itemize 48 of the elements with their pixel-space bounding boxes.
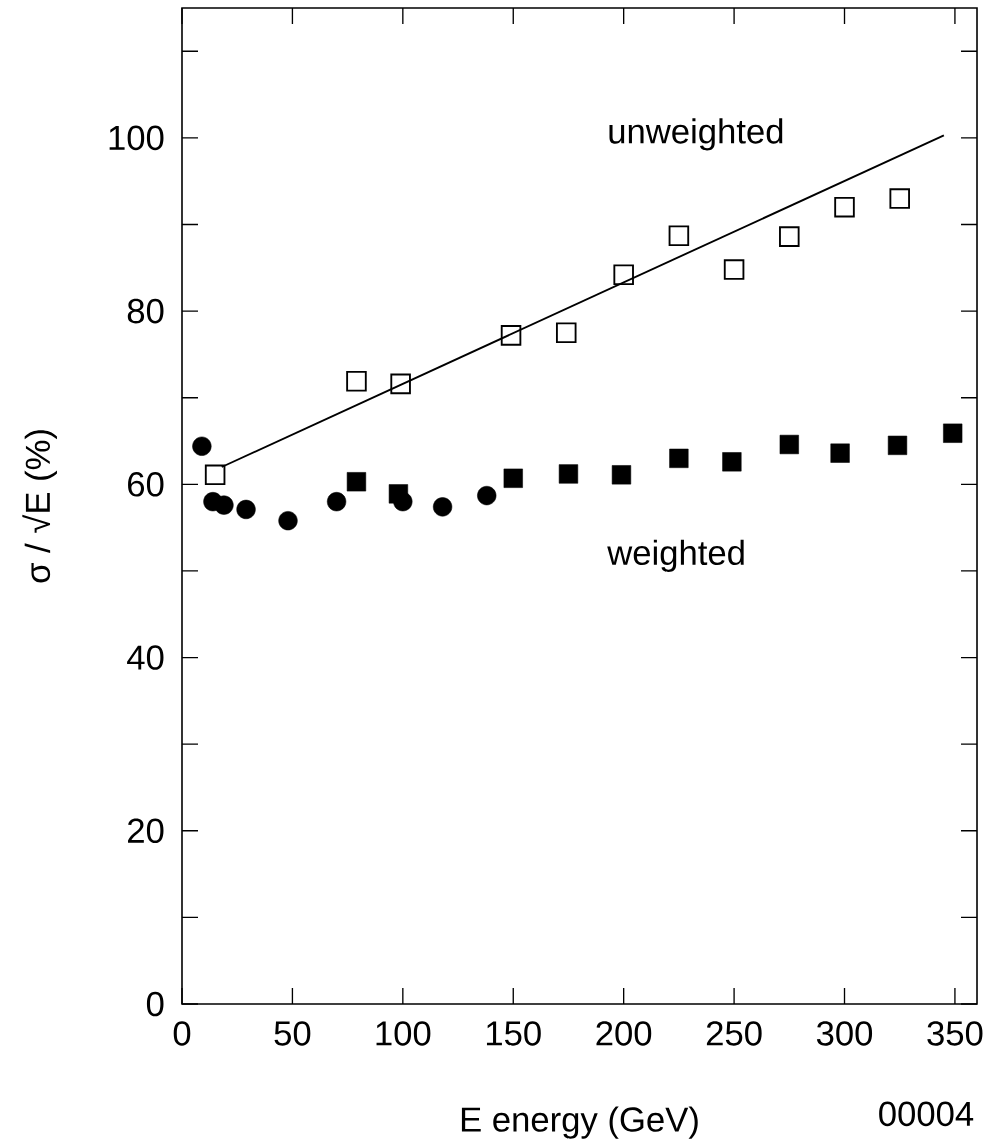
- point: [503, 468, 523, 488]
- x-axis-title: E energy (GeV): [461, 1106, 698, 1139]
- point: [500, 325, 522, 346]
- text: 00004: [879, 1101, 974, 1127]
- x-tick-label: 50: [274, 1021, 311, 1046]
- y-tick-label: 20: [128, 818, 164, 844]
- x-tick-label: 0: [173, 1021, 191, 1046]
- y-tick-label: 60: [128, 472, 164, 497]
- point: [214, 495, 234, 515]
- x-tick-label: 200: [596, 1021, 652, 1046]
- y-tick-label: 100: [109, 125, 164, 151]
- point: [236, 499, 256, 520]
- point: [613, 264, 634, 286]
- point: [477, 485, 497, 506]
- y-tick-label: 0: [146, 991, 164, 1017]
- y-axis-title: σ / √E (%): [22, 430, 57, 583]
- point: [943, 423, 963, 443]
- point: [192, 436, 212, 456]
- series-label: weighted: [607, 539, 744, 572]
- y-tick-label: 40: [127, 645, 164, 670]
- text: unweighted: [609, 118, 783, 151]
- point: [204, 464, 226, 486]
- point: [346, 472, 367, 492]
- point: [611, 465, 632, 485]
- point: [278, 511, 298, 531]
- x-tick-label: 150: [486, 1021, 541, 1046]
- point: [668, 225, 690, 247]
- x-tick-label: 100: [376, 1021, 431, 1046]
- point: [558, 464, 579, 484]
- point: [830, 443, 850, 463]
- point: [393, 492, 413, 512]
- x-tick-label: 300: [816, 1021, 873, 1046]
- point: [887, 435, 908, 455]
- point: [346, 371, 367, 392]
- x-tick-label: 250: [706, 1021, 762, 1046]
- point: [669, 448, 689, 468]
- point: [779, 226, 800, 247]
- point: [390, 373, 411, 395]
- point: [834, 196, 855, 218]
- point: [723, 259, 745, 280]
- point: [889, 188, 910, 209]
- point: [555, 322, 577, 344]
- point: [326, 492, 347, 512]
- point: [722, 452, 742, 472]
- y-tick-label: 80: [127, 298, 164, 324]
- point: [779, 434, 799, 455]
- point: [432, 497, 453, 517]
- x-tick-label: 350: [927, 1021, 983, 1046]
